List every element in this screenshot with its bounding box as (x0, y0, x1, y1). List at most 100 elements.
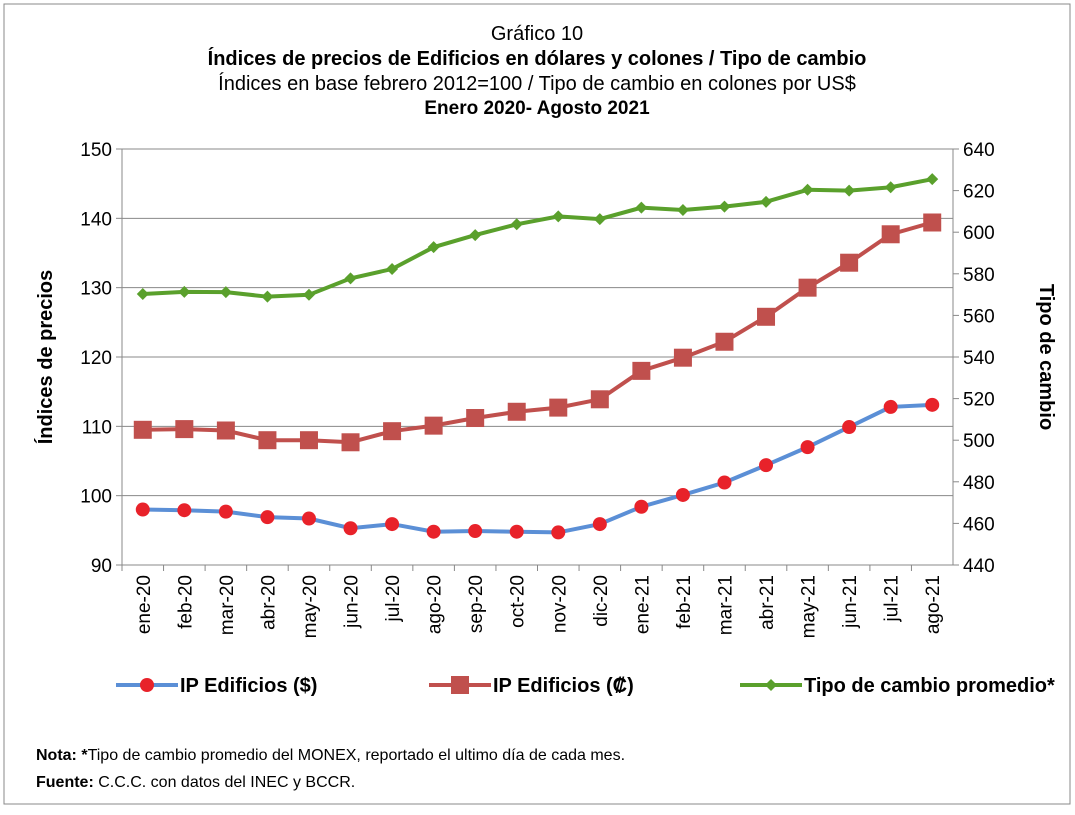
x-tick-label: jun-21 (840, 575, 861, 629)
data-point (178, 285, 191, 298)
data-point (843, 184, 856, 197)
data-point (842, 420, 857, 435)
data-point (468, 524, 483, 539)
data-point (507, 402, 526, 421)
data-point (760, 195, 773, 208)
x-tick-label: ago-20 (425, 575, 446, 634)
data-point (923, 213, 942, 232)
legend-label: Tipo de cambio promedio* (804, 675, 1055, 697)
x-tick-label: sep-20 (466, 575, 487, 633)
y2-tick-label: 580 (963, 265, 995, 286)
data-point (881, 225, 900, 244)
y-axis-label: Índices de precios (34, 270, 57, 445)
y-tick-label: 110 (82, 417, 112, 438)
data-point (177, 503, 192, 518)
data-point (260, 510, 275, 525)
data-point (469, 229, 482, 242)
note-text: Tipo de cambio promedio del MONEX, repor… (88, 747, 625, 764)
data-point (427, 241, 440, 254)
y2-tick-label: 480 (963, 473, 995, 494)
data-point (634, 499, 649, 514)
data-point (135, 502, 150, 517)
data-point (426, 524, 441, 539)
x-tick-label: mar-21 (715, 575, 736, 635)
data-point (717, 475, 732, 490)
data-point (136, 287, 149, 300)
note-label: Nota: * (36, 747, 88, 764)
data-point (884, 181, 897, 194)
legend-label: IP Edificios ($) (180, 675, 317, 697)
data-point (216, 421, 235, 440)
data-point (632, 361, 651, 380)
data-point (258, 431, 277, 450)
data-point (219, 286, 232, 299)
note: Nota: *Tipo de cambio promedio del MONEX… (36, 747, 625, 764)
x-tick-label: jul-20 (383, 575, 404, 622)
legend-marker (451, 676, 469, 694)
x-tick-label: ene-21 (632, 575, 653, 634)
y-tick-label: 130 (80, 279, 112, 300)
x-tick-label: abr-21 (757, 575, 778, 630)
data-point (218, 504, 233, 519)
x-tick-label: may-21 (799, 575, 820, 638)
data-point (676, 203, 689, 216)
x-tick-label: ago-21 (923, 575, 944, 634)
x-tick-label: dic-20 (591, 575, 612, 627)
chart-subtitle: Índices de precios de Edificios en dólar… (208, 47, 867, 70)
source: Fuente: C.C.C. con datos del INEC y BCCR… (36, 774, 355, 791)
data-point (509, 524, 524, 539)
data-point (343, 521, 358, 536)
data-point (261, 290, 274, 303)
data-point (385, 517, 400, 532)
y2-tick-label: 460 (963, 514, 995, 535)
y-tick-label: 100 (80, 487, 112, 508)
data-point (590, 390, 609, 409)
source-text: C.C.C. con datos del INEC y BCCR. (94, 774, 355, 791)
data-point (673, 348, 692, 367)
data-point (466, 409, 485, 428)
data-point (757, 307, 776, 326)
data-point (759, 458, 774, 473)
y2-tick-label: 640 (963, 140, 995, 161)
data-point (635, 201, 648, 214)
x-tick-label: feb-20 (175, 575, 196, 629)
y2-tick-label: 560 (963, 306, 995, 327)
x-tick-label: abr-20 (258, 575, 279, 630)
data-point (302, 288, 315, 301)
chart-period: Enero 2020- Agosto 2021 (424, 98, 650, 119)
data-point (510, 218, 523, 231)
data-point (175, 420, 194, 439)
legend-label: IP Edificios (₡) (493, 675, 634, 697)
data-point (593, 213, 606, 226)
x-tick-label: jul-21 (882, 575, 903, 622)
data-point (926, 173, 939, 186)
y-tick-label: 140 (80, 209, 112, 230)
x-tick-label: jun-20 (342, 575, 363, 629)
y2-tick-label: 520 (963, 390, 995, 411)
y2-axis-label: Tipo de cambio (1035, 284, 1057, 430)
y2-tick-label: 600 (963, 223, 995, 244)
data-point (715, 332, 734, 351)
chart-subtitle: Índices en base febrero 2012=100 / Tipo … (218, 72, 856, 95)
data-point (299, 431, 318, 450)
data-point (301, 511, 316, 526)
x-tick-label: feb-21 (674, 575, 695, 629)
data-point (675, 487, 690, 502)
y2-tick-label: 500 (963, 431, 995, 452)
data-point (800, 440, 815, 455)
data-point (840, 253, 859, 272)
data-point (383, 422, 402, 441)
y-tick-label: 120 (80, 348, 112, 369)
x-tick-label: oct-20 (508, 575, 529, 628)
data-point (801, 183, 814, 196)
data-point (798, 278, 817, 297)
x-tick-label: may-20 (300, 575, 321, 638)
data-point (386, 263, 399, 276)
data-point (344, 272, 357, 285)
data-point (549, 398, 568, 417)
x-tick-label: mar-20 (217, 575, 238, 635)
x-tick-label: nov-20 (549, 575, 570, 633)
series-line (142, 177, 933, 299)
data-point (341, 433, 360, 452)
